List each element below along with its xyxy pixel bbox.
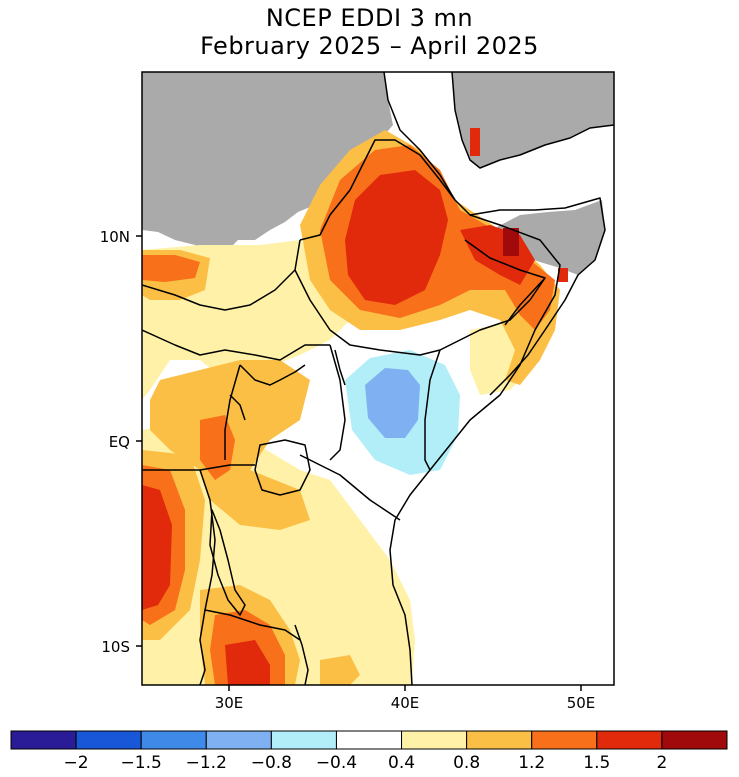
colorbar-swatch — [140, 730, 207, 750]
map-frame — [141, 71, 615, 686]
colorbar-label: 0.4 — [388, 753, 415, 773]
colorbar-swatch — [205, 730, 272, 750]
dark-orange-west — [142, 255, 200, 282]
red-region-south — [225, 640, 270, 685]
red-pixel-horn-east — [558, 268, 568, 282]
blue-region-kenya — [365, 368, 420, 438]
axis-ticks — [136, 235, 582, 691]
colorbar-label: −0.8 — [251, 753, 292, 773]
lon-label-30e: 30E — [215, 694, 244, 712]
no-data-region-north — [142, 72, 393, 255]
map-content — [142, 72, 614, 685]
colorbar-swatch — [596, 730, 663, 750]
lon-label-50e: 50E — [567, 694, 596, 712]
coastlines-borders — [142, 72, 614, 685]
colorbar-swatch — [466, 730, 533, 750]
colorbar-label: −1.5 — [121, 753, 162, 773]
colorbar-swatch — [531, 730, 598, 750]
red-region-southwest — [142, 485, 172, 610]
lat-label-10n: 10N — [100, 228, 130, 246]
lat-label-10s: 10S — [101, 638, 130, 656]
red-pixel-yemen — [470, 128, 480, 156]
dark-orange-lake-victoria-west — [200, 415, 235, 480]
no-data-region-horn — [495, 200, 605, 275]
colorbar-swatch — [401, 730, 468, 750]
colorbar-swatch — [75, 730, 142, 750]
lon-label-40e: 40E — [391, 694, 420, 712]
colorbar-label: 2 — [656, 753, 667, 773]
colorbar-label: 0.8 — [453, 753, 480, 773]
dark-red-pixel-horn — [503, 228, 519, 256]
lat-label-eq: EQ — [109, 433, 130, 451]
map-title: NCEP EDDI 3 mn — [265, 4, 474, 32]
colorbar-label: −2 — [64, 753, 89, 773]
light-orange-southeast — [320, 655, 360, 685]
no-data-region-arabia — [452, 72, 614, 168]
colorbar-label: 1.2 — [518, 753, 545, 773]
colorbar-label: −1.2 — [186, 753, 227, 773]
map-subtitle: February 2025 – April 2025 — [200, 32, 539, 60]
colorbar: −2 −1.5 −1.2 −0.8 −0.4 0.4 0.8 1.2 1.5 2 — [10, 730, 728, 773]
colorbar-swatch — [335, 730, 403, 750]
colorbar-label: 1.5 — [583, 753, 610, 773]
colorbar-swatch — [661, 730, 728, 750]
colorbar-label: −0.4 — [316, 753, 357, 773]
colorbar-swatch — [10, 730, 77, 750]
red-region-ethiopia — [345, 170, 448, 305]
colorbar-swatch — [270, 730, 337, 750]
